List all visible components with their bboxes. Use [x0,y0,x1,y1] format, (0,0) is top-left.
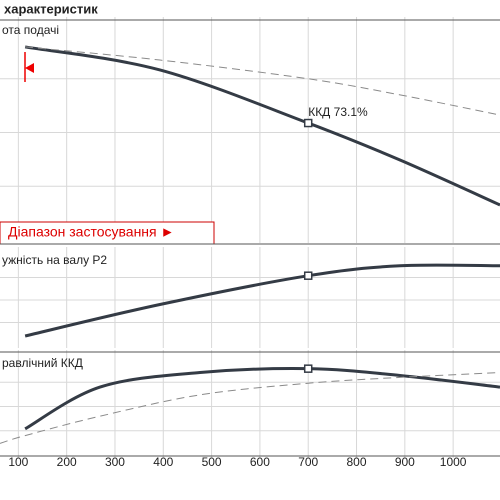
duty-point [303,118,313,128]
x-tick-label: 800 [347,455,367,469]
x-tick-label: 100 [8,455,28,469]
x-tick-label: 600 [250,455,270,469]
x-tick-label: 900 [395,455,415,469]
x-tick-label: 400 [153,455,173,469]
curve [25,46,500,116]
range-label: Діапазон застосування ► [8,224,174,240]
curve [24,45,500,207]
duty-point [303,364,313,373]
x-tick-label: 200 [57,455,77,469]
curve [24,263,500,338]
annotation: ККД 73.1% [308,105,368,119]
duty-point [303,271,313,280]
x-tick-label: 1000 [440,455,467,469]
panel-label: ота подачі [2,23,59,37]
curve [24,367,500,431]
x-tick-label: 700 [298,455,318,469]
x-tick-label: 300 [105,455,125,469]
range-marker [25,63,34,73]
x-tick-label: 500 [202,455,222,469]
panel-label: равлічний ККД [2,356,83,370]
panel-label: ужність на валу P2 [2,253,107,267]
chart-title: характеристик [4,1,98,16]
curve [0,372,500,444]
